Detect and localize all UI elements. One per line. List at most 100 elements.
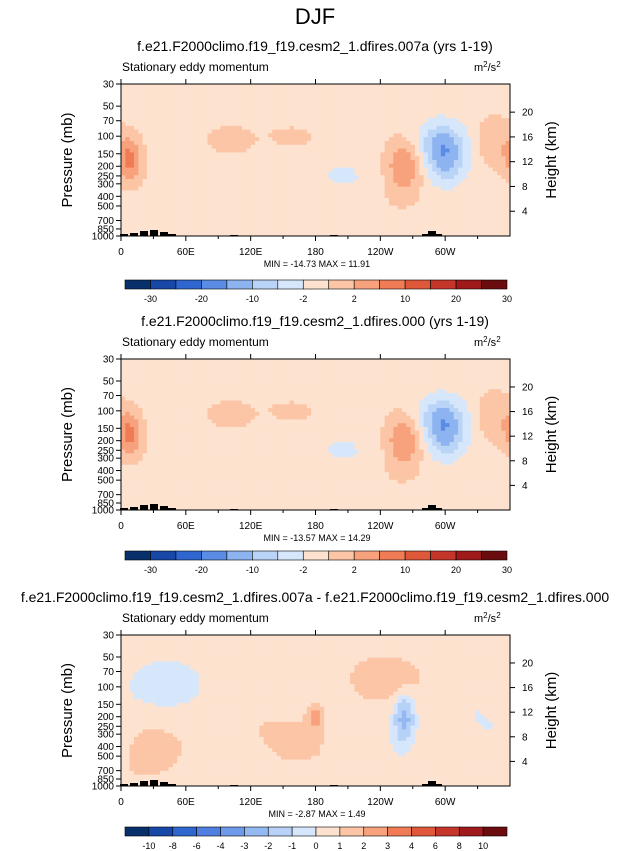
colorbar: -30 -20 -10 -2 2 10 20 30 [124,279,512,304]
heatmap-cell [345,91,351,96]
heatmap-cell [306,163,312,168]
heatmap-cell [453,122,459,127]
heatmap-cell [159,103,165,108]
heatmap-cell [471,137,476,142]
heatmap-cell [181,228,187,233]
heatmap-cell [237,144,243,149]
heatmap-cell [220,205,226,210]
heatmap-cell [263,171,269,176]
heatmap-cell [354,118,360,123]
heatmap-cell [224,396,230,401]
heatmap-cell [380,156,386,161]
heatmap-cell [233,122,239,127]
heatmap-cell [393,148,399,153]
heatmap-cell [293,167,299,172]
heatmap-cell [436,160,442,165]
heatmap-cell [159,190,165,195]
heatmap-cell [492,182,498,187]
heatmap-cell [254,103,260,108]
heatmap-cell [505,114,511,119]
heatmap-cell [328,190,334,195]
heatmap-cell [427,141,433,146]
heatmap-cell [121,129,126,134]
heatmap-cell [401,137,407,142]
heatmap-cell [185,175,191,180]
heatmap-cell [185,232,191,237]
heatmap-cell [363,389,368,394]
heatmap-cell [164,190,169,195]
heatmap-cell [168,106,174,111]
heatmap-cell [462,217,468,222]
heatmap-cell [289,385,295,390]
heatmap-cell [211,95,217,100]
heatmap-cell [492,167,498,172]
heatmap-cell [302,179,308,184]
heatmap-cell [505,220,511,225]
heatmap-cell [388,213,394,218]
heatmap-cell [237,106,243,111]
heatmap-cell [453,377,459,383]
heatmap-cell [242,186,247,191]
heatmap-cell [254,175,260,180]
heatmap-cell [233,374,239,379]
heatmap-cell [388,171,394,176]
heatmap-cell [159,182,165,187]
heatmap-cell [475,224,481,229]
heatmap-cell [354,377,360,383]
y-tick-label: 850 [97,224,114,235]
heatmap-cell [151,171,156,176]
heatmap-cell [432,359,437,364]
heatmap-cell [216,118,221,123]
heatmap-cell [276,228,282,233]
heatmap-cell [203,152,208,157]
heatmap-cell [129,374,135,379]
heatmap-cell [254,362,260,367]
heatmap-cell [406,114,411,119]
heatmap-cell [190,374,195,379]
heatmap-cell [285,156,290,161]
heatmap-cell [423,359,429,364]
heatmap-cell [302,160,308,165]
heatmap-cell [164,114,169,119]
heatmap-cell [337,408,342,413]
heatmap-cell [302,377,308,383]
heatmap-cell [315,182,321,187]
heatmap-cell [475,182,481,187]
heatmap-cell [445,141,450,146]
heatmap-cell [337,385,342,390]
heatmap-cell [159,114,165,119]
heatmap-cell [198,106,204,111]
heatmap-cell [332,122,338,127]
heatmap-cell [259,182,265,187]
heatmap-cell [177,201,182,206]
heatmap-cell [267,362,273,367]
heatmap-cell [185,125,191,130]
heatmap-cell [488,186,494,191]
heatmap-cell [363,232,368,237]
heatmap-cell [155,201,161,206]
heatmap-cell [432,224,437,229]
heatmap-cell [203,404,208,409]
heatmap-cell [272,87,277,92]
heatmap-cell [354,103,360,108]
heatmap-cell [142,217,148,222]
heatmap-cell [406,156,411,161]
heatmap-cell [324,129,329,134]
heatmap-cell [419,122,424,127]
heatmap-cell [172,213,178,218]
heatmap-cell [146,122,152,127]
heatmap-cell [453,186,459,191]
heatmap-cell [384,220,390,225]
heatmap-cell [198,137,204,142]
heatmap-cell [505,396,511,401]
heatmap-cell [393,400,399,405]
heatmap-cell [337,129,342,134]
heatmap-cell [302,389,308,394]
heatmap-cell [363,84,368,89]
heatmap-cell [142,125,148,130]
heatmap-cell [423,133,429,138]
heatmap-cell [237,220,243,225]
heatmap-cell [462,95,468,100]
heatmap-cell [406,129,411,134]
heatmap-cell [155,129,161,134]
